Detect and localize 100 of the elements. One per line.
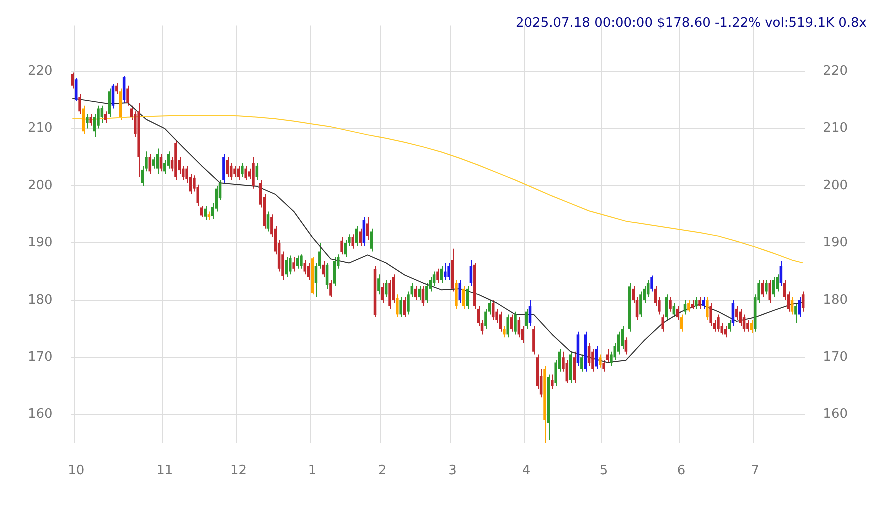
- candlestick: [768, 280, 772, 304]
- x-tick-label: 3: [448, 464, 457, 479]
- candlestick: [266, 211, 270, 232]
- candlestick: [82, 105, 86, 135]
- candlestick: [370, 228, 373, 252]
- candlestick: [551, 374, 554, 390]
- candlestick: [381, 282, 384, 304]
- candlestick: [794, 302, 798, 324]
- candlestick: [717, 314, 720, 332]
- candlestick: [289, 255, 292, 276]
- candlestick: [418, 286, 421, 301]
- candlestick: [790, 297, 794, 316]
- x-tick-label: 2: [378, 464, 387, 479]
- candlestick: [506, 314, 510, 338]
- candlestick: [510, 314, 514, 332]
- chart-title: 2025.07.18 00:00:00 $178.60 -1.22% vol:519.1K 0.8x: [516, 16, 867, 31]
- y2-tick-label: 200: [823, 178, 848, 194]
- candlestick: [732, 300, 735, 327]
- candlestick: [650, 275, 654, 292]
- candlestick: [74, 78, 78, 102]
- x-tick-label: 12: [230, 464, 247, 479]
- candlestick: [455, 280, 458, 310]
- y-tick-label: 180: [28, 292, 53, 308]
- candlestick: [746, 320, 750, 332]
- x-tick-label: 7: [751, 464, 760, 479]
- candlestick: [304, 260, 307, 276]
- candlestick: [440, 266, 444, 284]
- y2-tick-label: 220: [823, 64, 848, 79]
- candlestick: [226, 156, 230, 178]
- candlestick: [580, 354, 584, 372]
- candlestick: [458, 280, 462, 304]
- x-tick-label: 6: [677, 464, 686, 479]
- candlestick: [602, 360, 606, 372]
- y-tick-label: 170: [28, 350, 53, 365]
- y2-tick-label: 210: [823, 121, 848, 136]
- candlestick: [366, 216, 370, 241]
- x-tick-label: 5: [600, 464, 608, 479]
- y-tick-label: 200: [28, 178, 53, 194]
- x-tick-label: 10: [68, 464, 85, 479]
- candlestick: [90, 114, 92, 126]
- candlestick: [588, 342, 591, 367]
- candlestick: [492, 300, 495, 321]
- candlestick: [388, 280, 392, 310]
- candlestick: [292, 256, 296, 272]
- candlestick: [688, 300, 690, 312]
- y2-tick-label: 160: [823, 407, 848, 422]
- candlestick: [706, 297, 709, 321]
- candlestick: [403, 297, 406, 318]
- candlestick: [684, 300, 687, 316]
- candlestick: [499, 311, 502, 332]
- candlestick: [528, 300, 532, 327]
- y2-tick-label: 170: [823, 350, 848, 365]
- y2-tick-label: 180: [823, 292, 848, 308]
- candlestick: [669, 297, 672, 312]
- candlestick: [739, 308, 742, 327]
- candlestick: [728, 320, 731, 332]
- candlestick: [104, 111, 108, 124]
- candlestick: [378, 274, 380, 296]
- y2-tick-label: 190: [823, 236, 848, 251]
- candlestick: [598, 354, 602, 368]
- x-tick-label: 4: [522, 464, 531, 479]
- candlestick: [765, 280, 768, 296]
- candlestick: [200, 206, 204, 218]
- candlestick: [322, 260, 325, 278]
- candlestick: [532, 326, 536, 356]
- candlestick: [333, 256, 336, 287]
- candlestick: [624, 337, 628, 356]
- candlestick: [300, 254, 303, 270]
- candlestick: [108, 88, 111, 118]
- candlestick: [344, 240, 348, 258]
- candlestick: [400, 297, 402, 318]
- candlestick: [407, 291, 410, 316]
- candlestick: [307, 262, 310, 281]
- candlestick: [665, 294, 668, 321]
- candlestick: [244, 165, 248, 181]
- candlestick: [640, 291, 642, 318]
- candlestick: [222, 154, 226, 184]
- candlestick: [359, 228, 362, 247]
- candlestick: [426, 282, 428, 304]
- candlestick: [676, 306, 680, 321]
- candlestick: [525, 308, 528, 330]
- candlestick: [396, 294, 399, 318]
- candlestick: [71, 72, 74, 90]
- x-tick-label: 11: [156, 464, 174, 479]
- candlestick: [78, 94, 82, 115]
- candlestick: [326, 262, 329, 290]
- candlestick: [234, 165, 236, 178]
- candlestick: [296, 255, 300, 270]
- y-tick-label: 210: [28, 121, 53, 136]
- candlestick: [606, 348, 610, 364]
- candlestick: [160, 154, 163, 172]
- candlestick: [252, 156, 255, 190]
- candlestick: [802, 291, 805, 312]
- candlestick: [384, 280, 388, 298]
- candlestick: [698, 297, 702, 310]
- y-tick-label: 160: [28, 407, 53, 422]
- candlestick: [204, 206, 207, 221]
- candlestick: [761, 280, 764, 298]
- candlestick: [152, 156, 156, 170]
- y-tick-label: 220: [28, 64, 53, 79]
